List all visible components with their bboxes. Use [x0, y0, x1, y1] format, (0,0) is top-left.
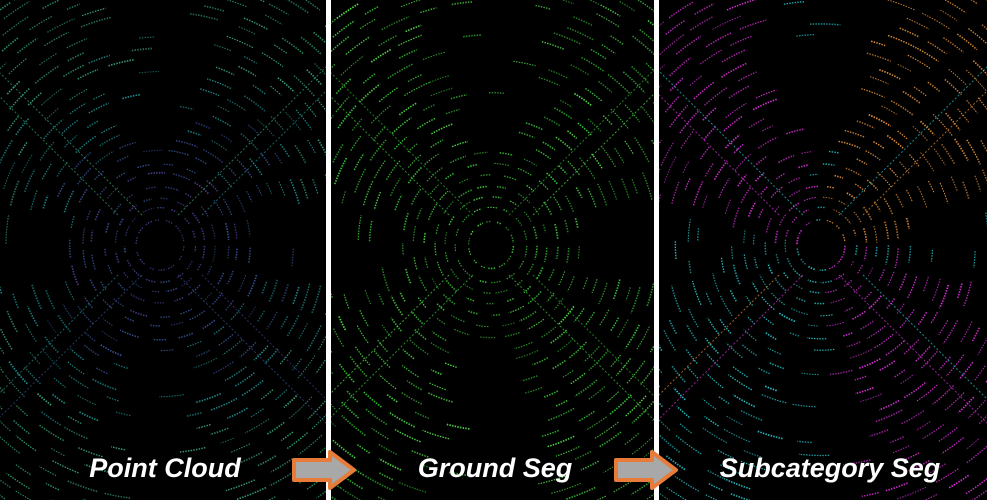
- ground-seg-render: [331, 0, 654, 500]
- point-cloud-panel: [0, 0, 326, 500]
- arrow-right-icon: [614, 450, 678, 490]
- arrow-right-icon: [292, 450, 356, 490]
- subcategory-seg-label: Subcategory Seg: [719, 453, 941, 483]
- point-cloud-render: [0, 0, 326, 500]
- subcategory-seg-panel: [659, 0, 987, 500]
- point-cloud-label: Point Cloud: [89, 453, 241, 483]
- subcategory-seg-render: [659, 0, 987, 500]
- ground-seg-label: Ground Seg: [417, 453, 573, 483]
- ground-seg-panel: [331, 0, 654, 500]
